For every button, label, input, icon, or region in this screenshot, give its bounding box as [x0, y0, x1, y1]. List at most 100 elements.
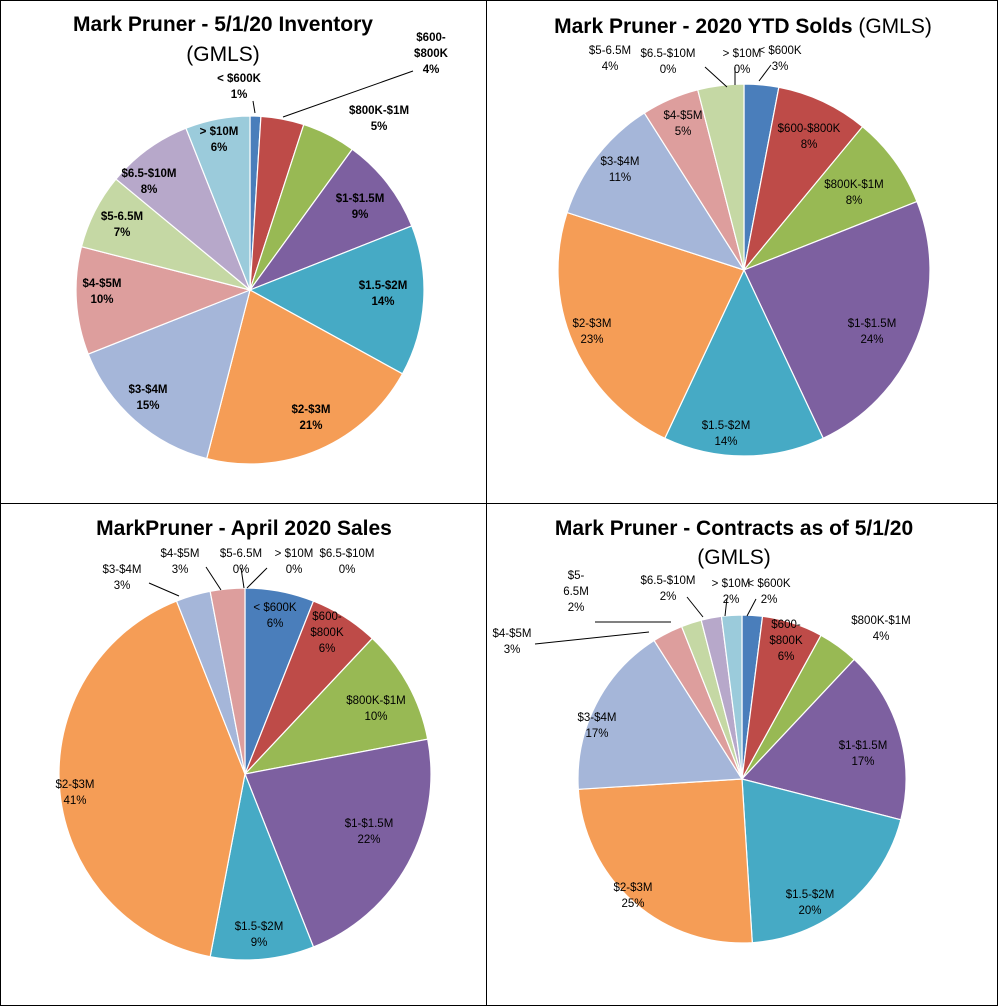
slice-category: $6.5-$10M	[320, 548, 375, 560]
slice-label-3-4m: $3-$4M 15%	[129, 384, 168, 412]
slice-category: $1-$1.5M	[839, 740, 888, 752]
slice-label-1-1-5m: $1-$1.5M 17%	[839, 740, 888, 768]
slice-label-5-6-5m: $5- 6.5M 2%	[563, 570, 589, 614]
slice-category: $800K-$1M	[851, 615, 910, 627]
slice-percent: 41%	[63, 795, 86, 807]
pie-slice-1-5-2m	[741, 778, 902, 944]
slice-percent: 20%	[798, 905, 821, 917]
chart-title-main: Mark Pruner - 2020 YTD Solds	[554, 15, 852, 38]
slice-percent: 17%	[585, 728, 608, 740]
slice-category: $5-6.5M	[589, 45, 631, 57]
slice-labels: < $600K 3% $600-$800K 8% $800K-$1M 8% $1-$1.5M…	[573, 45, 897, 448]
inventory-chart-panel: Mark Pruner - 5/1/20 Inventory (GMLS) < …	[0, 0, 487, 504]
ytd-solds-chart-panel: Mark Pruner - 2020 YTD Solds (GMLS) < $6…	[486, 0, 998, 504]
slice-category: $2-$3M	[292, 404, 331, 416]
slice-label-6-5-10m: $6.5-$10M 0%	[320, 548, 375, 576]
slice-label-600k: < $600K 3%	[758, 45, 801, 73]
slice-percent: 8%	[801, 139, 818, 151]
slice-label-800k-1m: $800K-$1M 10%	[346, 695, 405, 723]
slice-category: $6.5-$10M	[641, 575, 696, 587]
slice-label-10m: > $10M 6%	[200, 126, 239, 154]
slice-percent: 7%	[114, 227, 131, 239]
slice-label-1-1-5m: $1-$1.5M 24%	[848, 318, 897, 346]
slice-percent: 4%	[423, 64, 440, 76]
slice-percent: 0%	[339, 564, 356, 576]
pie-slice-1-1-5m	[248, 148, 413, 292]
pie-slice-1-1-5m	[244, 738, 432, 948]
slice-label-6-5-10m: $6.5-$10M 8%	[122, 168, 177, 196]
pie-slice-1-1-5m	[743, 200, 931, 440]
pie-slices	[58, 587, 432, 961]
slice-label-600k: < $600K 6%	[253, 602, 296, 630]
slice-category: $1.5-$2M	[235, 921, 284, 933]
slice-label-800k-1m: $800K-$1M 8%	[824, 179, 883, 207]
slice-percent: 25%	[621, 898, 644, 910]
slice-percent: 2%	[660, 591, 677, 603]
slice-label-4-5m: $4-$5M 5%	[664, 110, 703, 138]
slice-percent: 2%	[761, 594, 778, 606]
slice-percent: 22%	[357, 834, 380, 846]
slice-category: $4-$5M	[83, 278, 122, 290]
leader-line-600k	[746, 598, 757, 617]
slice-label-3-4m: $3-$4M 3%	[103, 564, 142, 592]
slice-label-600k: < $600K 1%	[217, 73, 261, 101]
pie-slice-1-1-5m	[740, 658, 907, 821]
pie-slice-1-5-2m	[248, 225, 425, 375]
slice-percent: 3%	[172, 564, 189, 576]
slice-category: < $600K	[217, 73, 261, 85]
pie-slice-2-3m	[557, 211, 745, 440]
slice-percent: 0%	[660, 64, 677, 76]
slice-category: $6.5-$10M	[641, 48, 696, 60]
slice-label-2-3m: $2-$3M 21%	[292, 404, 331, 432]
leader-line-10m	[724, 597, 728, 617]
slice-label-800k-1m: $800K-$1M 4%	[851, 615, 910, 643]
slice-percent: 4%	[602, 61, 619, 73]
slice-category: $1.5-$2M	[359, 280, 408, 292]
slice-label-5-6-5m: $5-6.5M 7%	[101, 211, 143, 239]
slice-category: < $600K	[253, 602, 296, 614]
slice-category: $1-$1.5M	[848, 318, 897, 330]
slice-category: $3-$4M	[129, 384, 168, 396]
leader-line-6-5-10m	[704, 66, 728, 88]
slice-label-10m: > $10M 2%	[712, 578, 751, 606]
slice-percent: 23%	[580, 334, 603, 346]
slice-category: $600-$800K	[778, 123, 841, 135]
slice-category: < $600K	[758, 45, 801, 57]
slice-label-4-5m: $4-$5M 10%	[83, 278, 122, 306]
slice-label-6-5-10m: $6.5-$10M 0%	[641, 48, 696, 76]
slice-percent: 0%	[233, 564, 250, 576]
pie-slice-5-6-5m	[697, 83, 745, 271]
slice-category: $2-$3M	[614, 882, 653, 894]
leader-line-3-4m	[148, 582, 180, 597]
slice-label-1-5-2m: $1.5-$2M 14%	[359, 280, 408, 308]
slice-label-4-5m: $4-$5M 3%	[161, 548, 200, 576]
chart-subtitle: (GMLS)	[697, 546, 771, 569]
leader-line-10m	[246, 567, 268, 589]
slice-labels: < $600K 2% $600- $800K 6% $800K-$1M 4% $1-$1.5M…	[493, 570, 911, 917]
chart-subtitle: (GMLS)	[858, 15, 932, 38]
slice-percent: 5%	[371, 121, 388, 133]
pie-slice-2-3m	[58, 600, 246, 958]
slice-category: $1-$1.5M	[345, 818, 394, 830]
slice-category: $800K	[769, 635, 803, 647]
slice-category: $3-$4M	[601, 156, 640, 168]
slice-percent: 14%	[714, 436, 737, 448]
slice-category: > $10M	[723, 48, 762, 60]
slice-category: $5-	[568, 570, 585, 582]
slice-percent: 6%	[319, 643, 336, 655]
pie-slice-10m	[185, 115, 251, 291]
chart-title: Mark Pruner - Contracts as of 5/1/20	[555, 517, 913, 540]
slice-percent: 17%	[851, 756, 874, 768]
slice-label-800k-1m: $800K-$1M 5%	[349, 105, 409, 133]
slice-category: $1.5-$2M	[786, 889, 835, 901]
contracts-chart-panel: Mark Pruner - Contracts as of 5/1/20 (GM…	[486, 503, 998, 1006]
slice-category: 6.5M	[563, 586, 589, 598]
slice-percent: 6%	[778, 651, 795, 663]
pie-slice-800k-1m	[243, 637, 429, 775]
contracts-pie-chart: Mark Pruner - Contracts as of 5/1/20 (GM…	[493, 517, 913, 944]
slice-label-1-5-2m: $1.5-$2M 20%	[786, 889, 835, 917]
pie-slice-4-5m	[75, 245, 252, 355]
slice-category: $800K	[414, 48, 449, 60]
pie-slice-2-3m	[205, 289, 404, 465]
slice-category: $3-$4M	[103, 564, 142, 576]
